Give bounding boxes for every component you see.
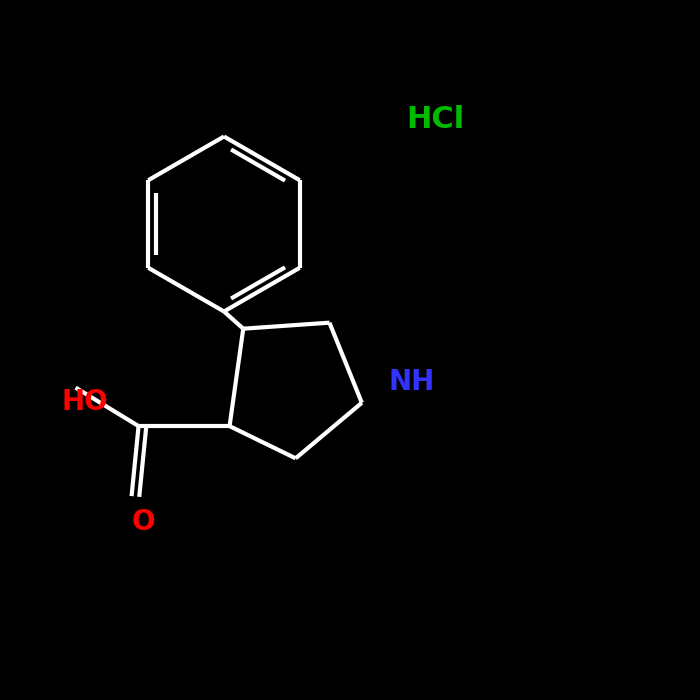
Text: HO: HO (62, 389, 108, 416)
Text: NH: NH (389, 368, 435, 395)
Text: HCl: HCl (406, 104, 464, 134)
Text: O: O (132, 508, 155, 536)
